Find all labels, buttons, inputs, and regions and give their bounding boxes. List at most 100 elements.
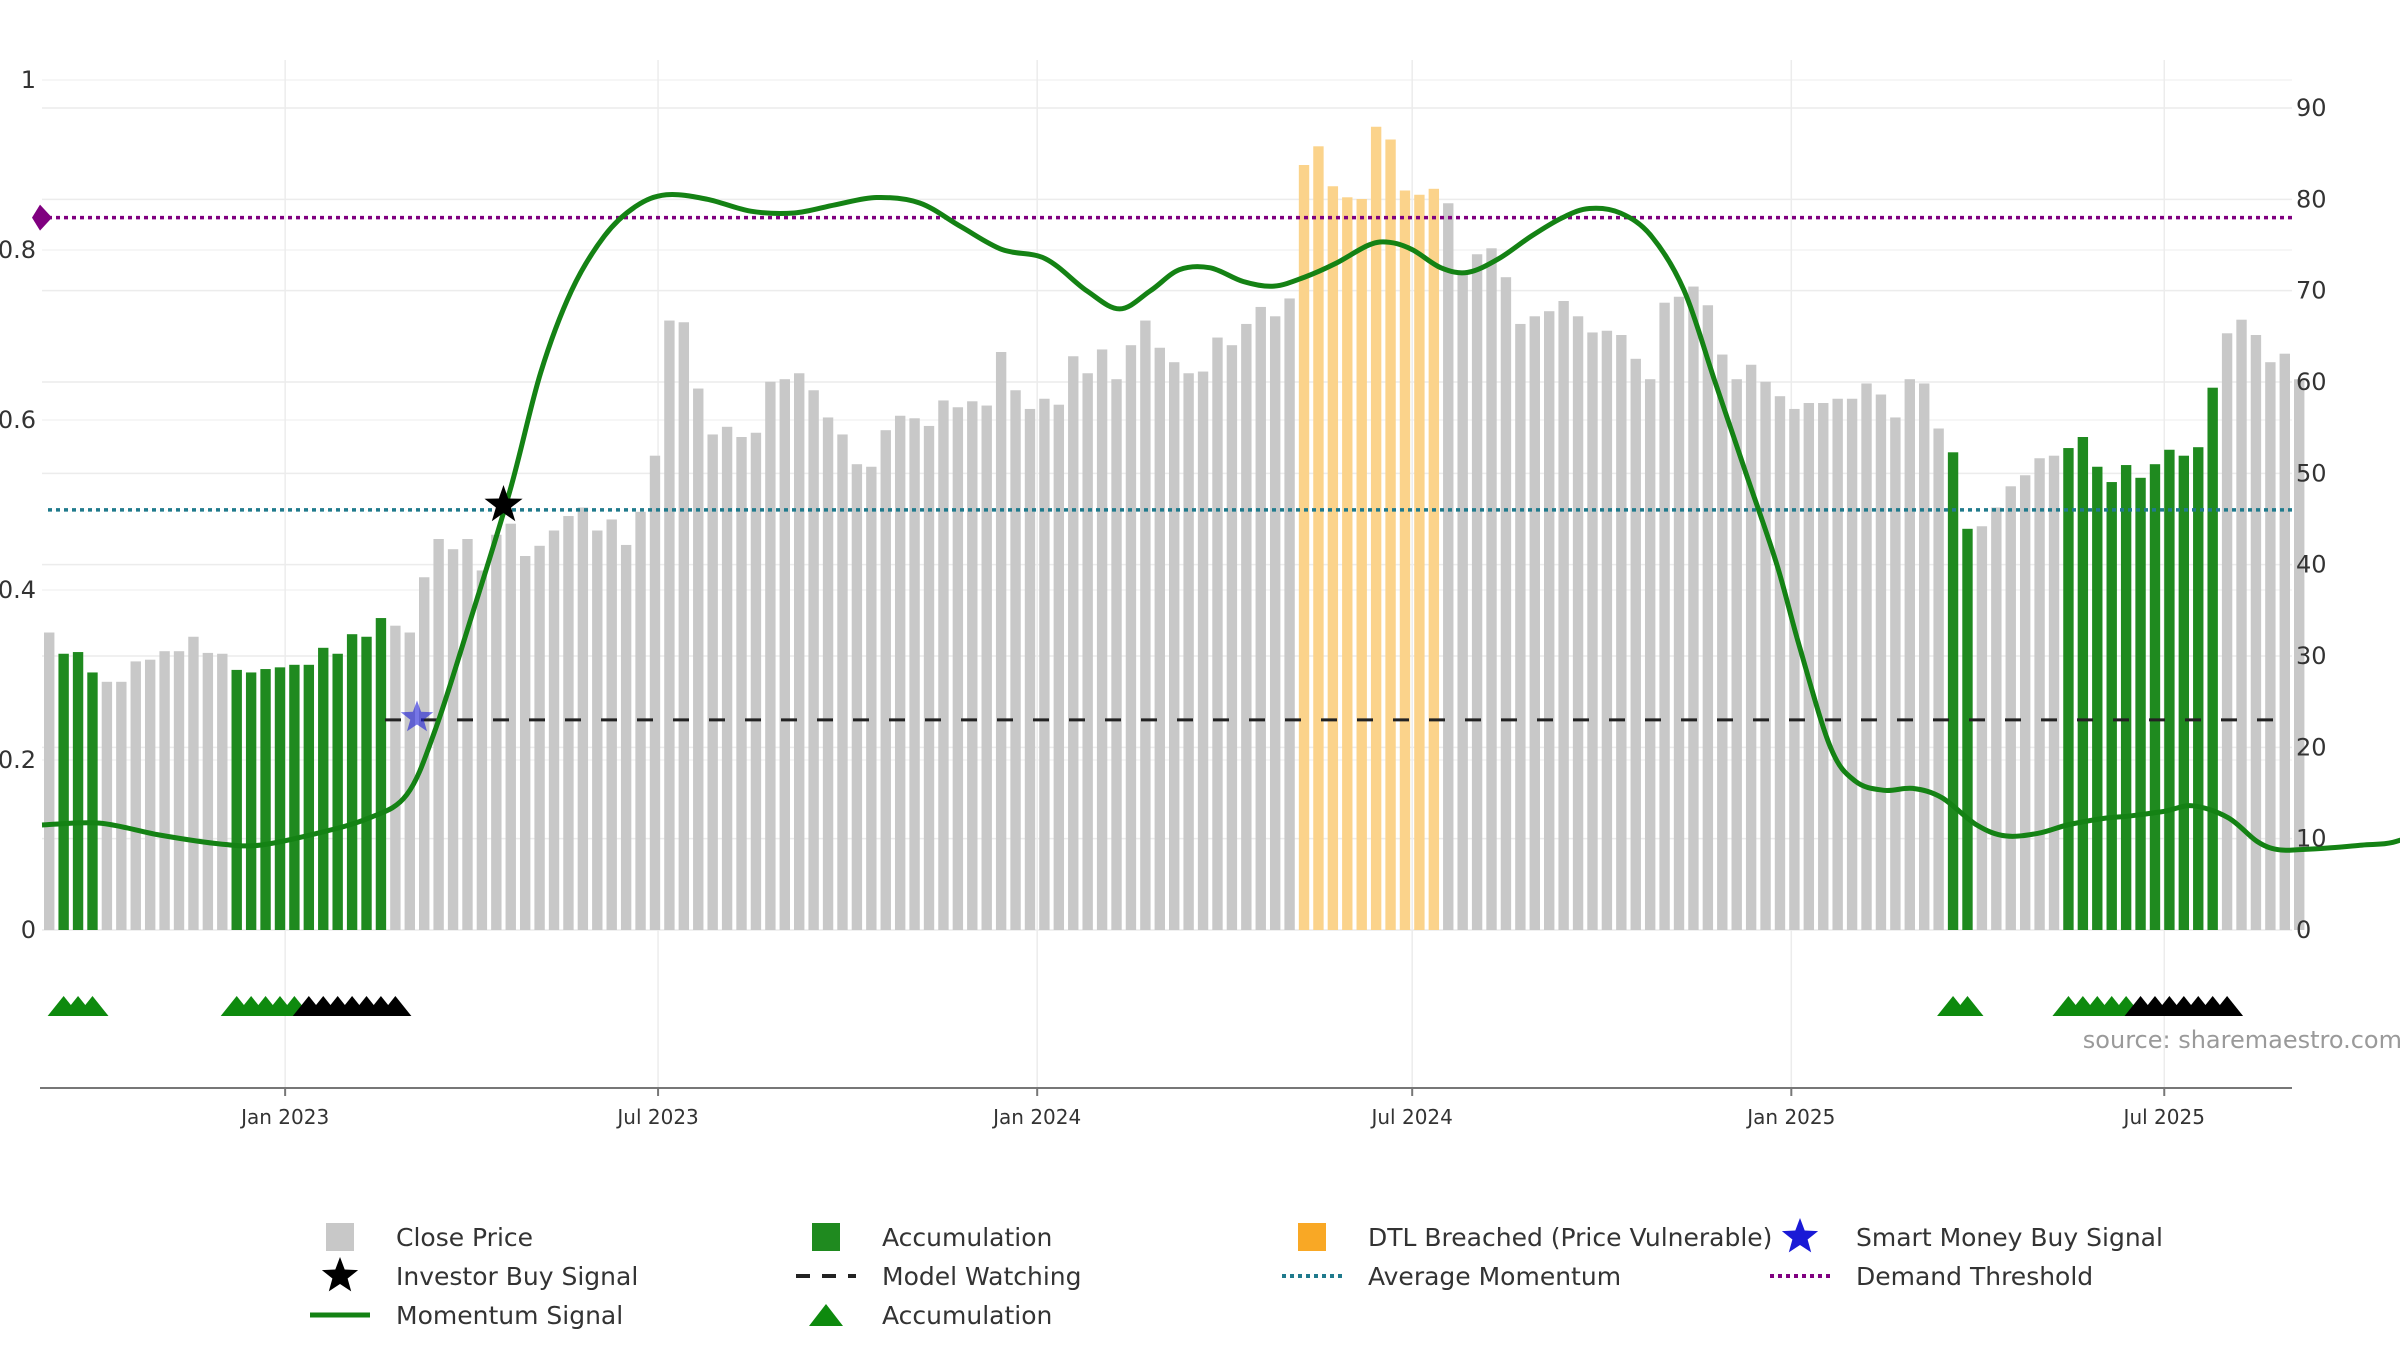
- close-price-bar: [217, 653, 228, 930]
- close-price-bar: [1717, 354, 1728, 930]
- close-price-bar: [1284, 298, 1295, 930]
- x-tick-label: Jan 2023: [239, 1105, 329, 1129]
- close-price-bar: [1486, 248, 1497, 931]
- legend-swatch-dtl-breached: [1298, 1223, 1326, 1251]
- right-tick-label: 10: [2296, 825, 2327, 853]
- legend-item-1: Close Price: [326, 1223, 533, 1252]
- close-price-bar: [44, 632, 55, 930]
- accumulation-bar: [2077, 437, 2089, 930]
- dtl-breached-bar: [1399, 190, 1411, 930]
- close-price-bar: [822, 417, 834, 930]
- legend: Close Price Accumulation DTL Breached (Pri…: [310, 1218, 2163, 1330]
- close-price-bar: [1111, 379, 1122, 930]
- close-price-bar: [1919, 383, 1930, 930]
- axes-layer: Jan 2023 Jul 2023 Jan 2024 Jul 2024 Jan 2025…: [0, 66, 2327, 1129]
- close-price-bar: [491, 534, 502, 930]
- close-price-bar: [1471, 254, 1483, 930]
- close-price-bar: [1587, 332, 1598, 930]
- dtl-breached-bar: [1356, 199, 1367, 930]
- demand-threshold-marker: [32, 204, 52, 231]
- close-price-bar: [1169, 362, 1180, 930]
- close-price-bar: [1774, 396, 1786, 930]
- close-price-bar: [1572, 316, 1584, 930]
- close-price-bar: [2250, 335, 2262, 930]
- dtl-breached-bar: [1428, 188, 1440, 931]
- accumulation-bar: [346, 634, 358, 930]
- accumulation-bar: [87, 672, 98, 930]
- right-tick-label: 50: [2296, 459, 2327, 487]
- close-price-bar: [116, 681, 127, 930]
- close-price-bar: [2279, 353, 2290, 930]
- accumulation-bar: [332, 653, 343, 930]
- right-tick-label: 60: [2296, 368, 2327, 396]
- close-price-bar: [1183, 373, 1194, 930]
- close-price-bar: [1154, 347, 1165, 930]
- accumulation-triangle-black: [2211, 996, 2244, 1016]
- close-price-bar: [1039, 398, 1050, 930]
- close-price-bar: [894, 415, 906, 930]
- legend-item-8: Demand Threshold: [1770, 1262, 2093, 1291]
- close-price-bar: [779, 379, 790, 930]
- close-price-bar: [159, 651, 170, 930]
- close-price-bar: [2294, 379, 2305, 930]
- close-price-bar: [548, 530, 560, 930]
- legend-item-7: Average Momentum: [1282, 1262, 1621, 1291]
- close-price-bar: [995, 352, 1007, 930]
- x-tick-label: Jan 2024: [991, 1105, 1081, 1129]
- close-price-bar: [981, 405, 992, 930]
- close-price-bar: [1644, 379, 1656, 930]
- close-price-bar: [1457, 272, 1468, 930]
- accumulation-bar: [2092, 466, 2103, 930]
- close-price-bar: [1255, 306, 1266, 930]
- investor-buy-signal-marker: [484, 485, 523, 522]
- accumulation-bar: [260, 669, 271, 930]
- close-price-bar: [404, 632, 415, 930]
- accumulation-bar: [361, 636, 372, 930]
- legend-label: Average Momentum: [1368, 1262, 1621, 1291]
- accumulation-triangle-green: [1951, 996, 1984, 1016]
- dtl-breached-bar: [1313, 146, 1324, 931]
- close-price-bar: [1760, 381, 1771, 930]
- legend-star-smart-money: [1781, 1218, 1819, 1253]
- close-price-bar: [2019, 475, 2031, 930]
- momentum-signal-line: [41, 192, 2400, 853]
- close-price-bar: [1082, 373, 1093, 930]
- close-price-bar: [2236, 319, 2247, 930]
- close-price-bar: [1846, 398, 1858, 930]
- reference-lines: [32, 204, 2292, 722]
- left-tick-label: 0.4: [0, 576, 36, 604]
- close-price-bar: [1515, 323, 1526, 930]
- close-price-bar: [1904, 379, 1915, 930]
- close-price-bar: [577, 507, 589, 930]
- close-price-bar: [1745, 364, 1757, 930]
- legend-swatch-close-price: [326, 1223, 354, 1251]
- close-price-bar: [2048, 455, 2060, 930]
- close-price-bar: [923, 425, 935, 930]
- close-price-bar: [1500, 277, 1512, 930]
- close-price-bar: [563, 516, 574, 930]
- close-price-bar: [1832, 398, 1843, 930]
- accumulation-bar: [2193, 447, 2204, 930]
- close-price-bar: [1688, 286, 1699, 930]
- legend-item-3: DTL Breached (Price Vulnerable): [1298, 1223, 1772, 1252]
- close-price-bar: [880, 430, 891, 930]
- source-credit: source: sharemaestro.com: [2083, 1026, 2400, 1054]
- left-tick-label: 0.6: [0, 406, 36, 434]
- close-price-bar: [2005, 486, 2016, 930]
- close-price-bar: [1529, 316, 1540, 930]
- close-price-bar: [1861, 383, 1872, 930]
- close-price-bar: [1803, 403, 1815, 930]
- accumulation-triangle-green: [76, 996, 109, 1016]
- accumulation-bar: [58, 653, 69, 930]
- legend-label: Accumulation: [882, 1301, 1052, 1330]
- close-price-bar: [938, 400, 949, 930]
- left-tick-label: 0.2: [0, 746, 36, 774]
- accumulation-bar: [1947, 452, 1959, 930]
- legend-item-4: Smart Money Buy Signal: [1781, 1218, 2163, 1253]
- close-price-bar: [1544, 311, 1555, 930]
- close-price-bar: [1226, 345, 1238, 930]
- legend-triangle-accumulation: [809, 1304, 843, 1326]
- dtl-breached-bar: [1370, 126, 1382, 930]
- signal-markers: [47, 485, 2244, 1016]
- close-price-bar: [2034, 458, 2045, 930]
